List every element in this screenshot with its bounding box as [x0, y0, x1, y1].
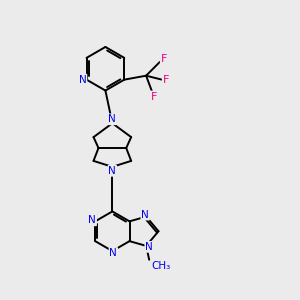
Text: N: N: [88, 215, 96, 225]
Text: N: N: [110, 248, 117, 258]
Text: N: N: [145, 242, 153, 252]
Text: F: F: [161, 54, 167, 64]
Text: N: N: [79, 75, 86, 85]
Text: CH₃: CH₃: [151, 261, 170, 271]
Text: F: F: [151, 92, 157, 101]
Text: F: F: [163, 75, 169, 85]
Text: N: N: [141, 210, 149, 220]
Text: N: N: [109, 166, 116, 176]
Text: N: N: [109, 114, 116, 124]
